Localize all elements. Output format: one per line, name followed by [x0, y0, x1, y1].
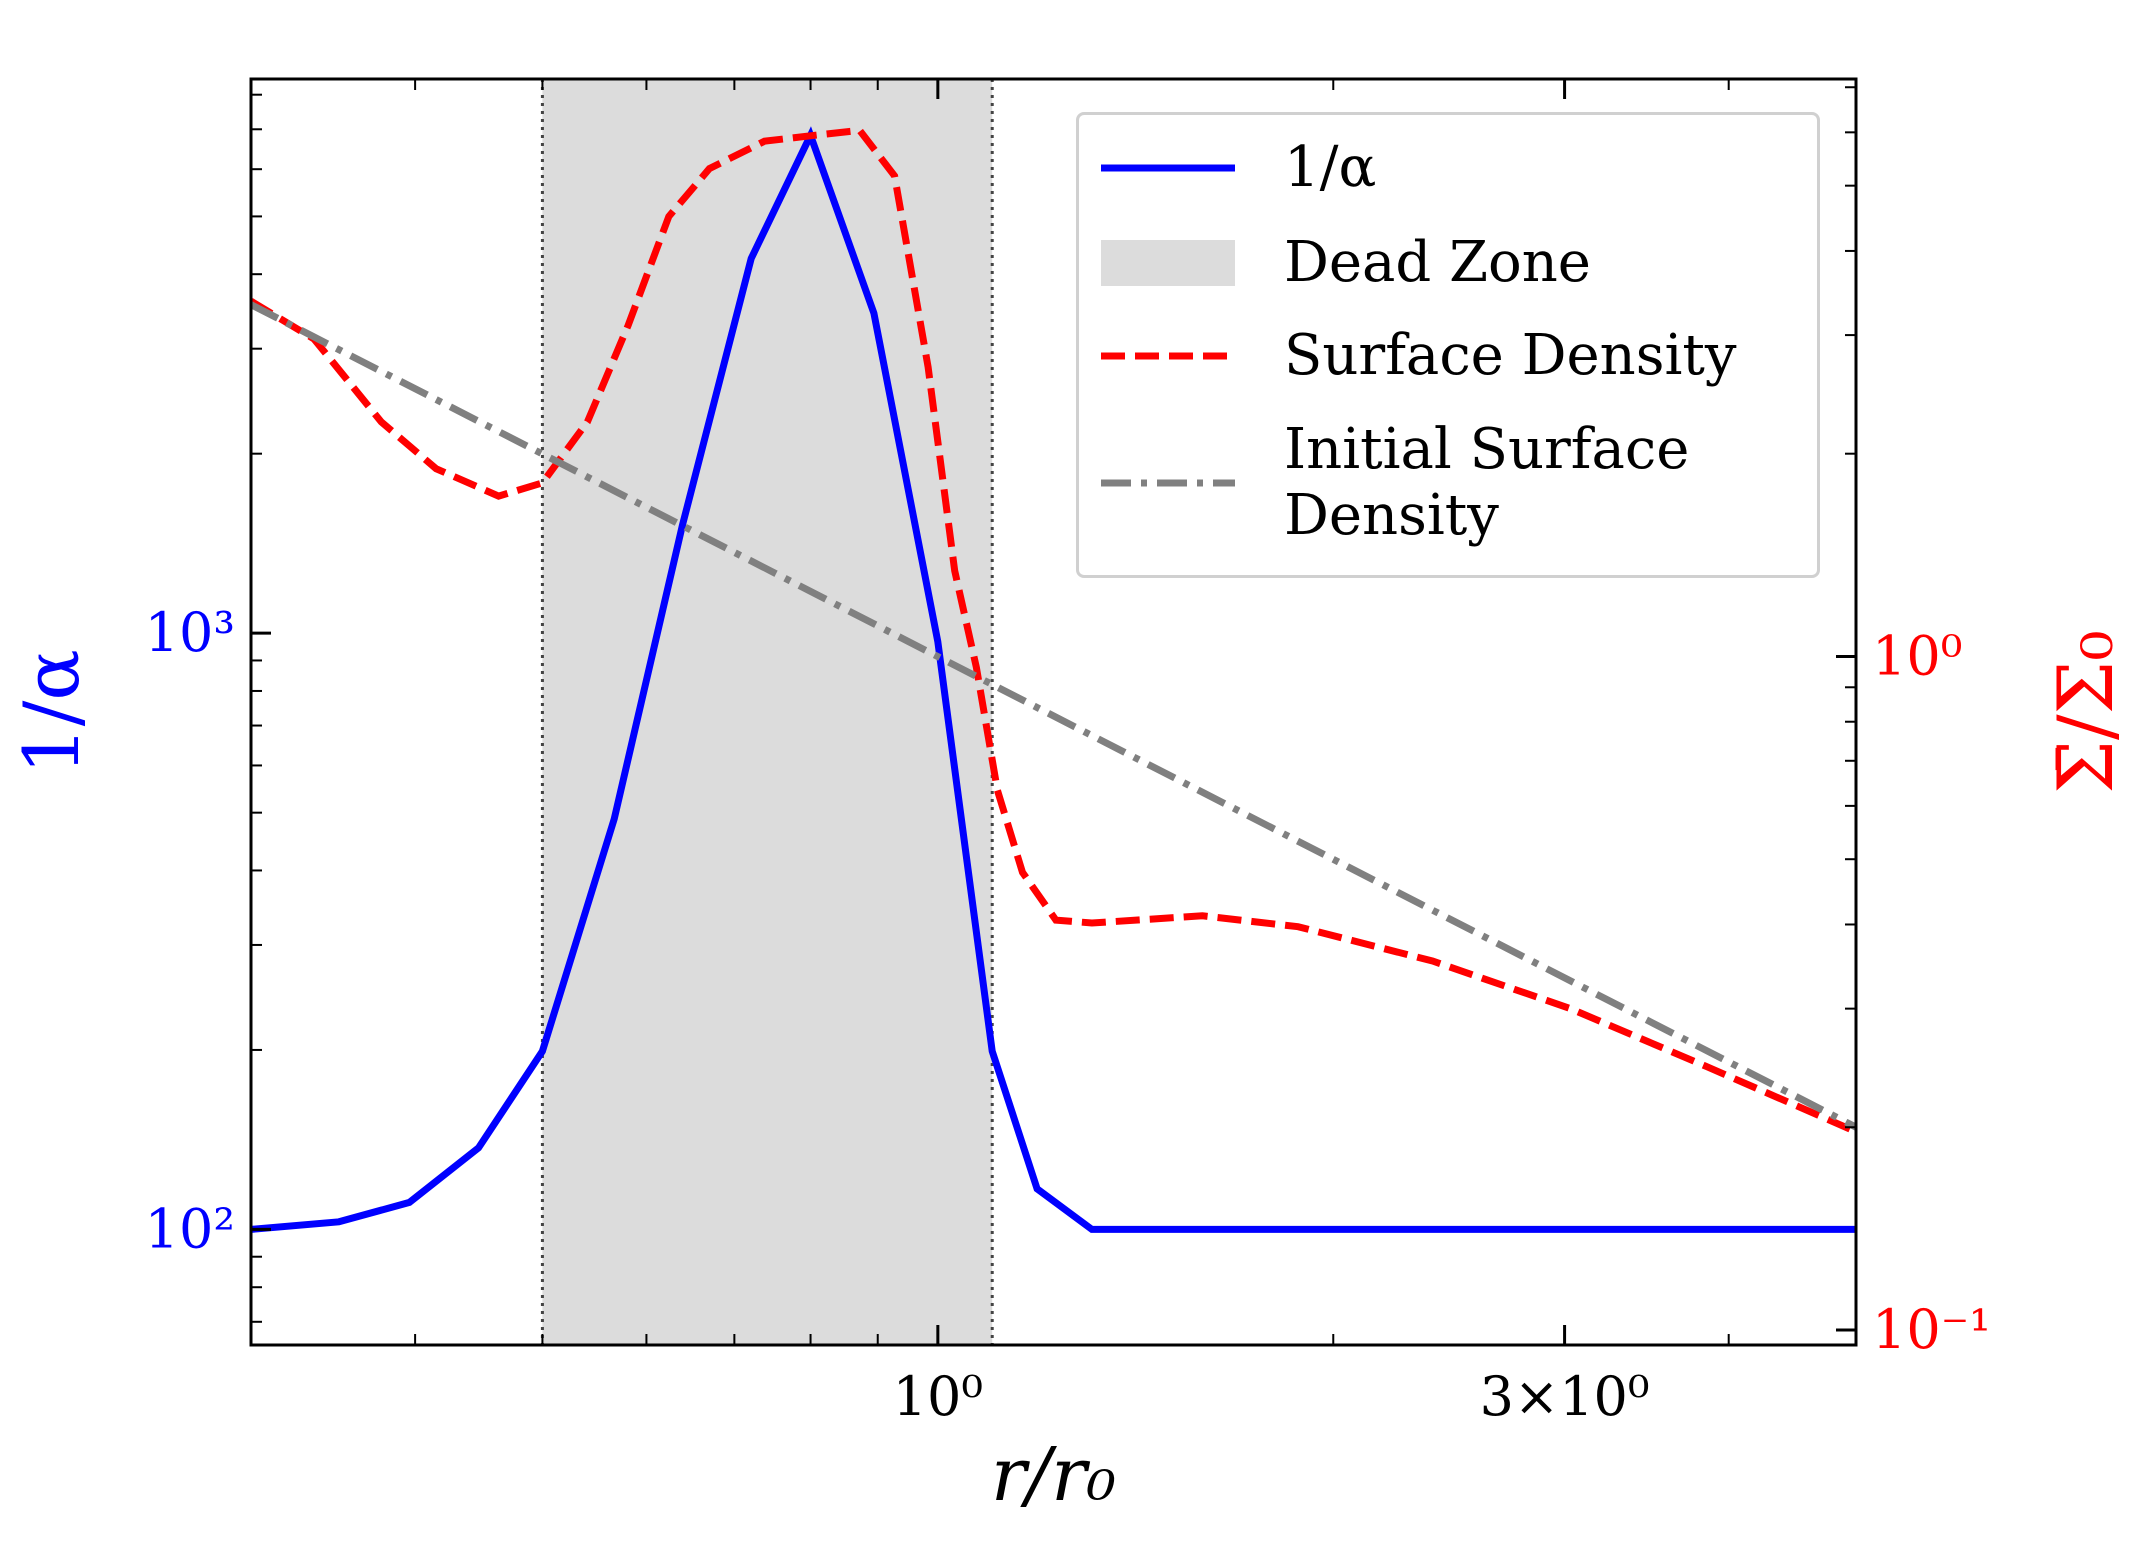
legend-label: Initial Surface Density — [1284, 417, 1690, 548]
plot-frame — [249, 77, 1858, 1347]
legend-entry: Dead Zone — [1079, 230, 1817, 370]
x-tick-label: 10⁰ — [893, 1365, 983, 1428]
legend-entry: 1/α — [1079, 135, 1817, 275]
series-line — [251, 126, 1856, 1233]
x-axis-label: r/r₀ — [991, 1432, 1116, 1518]
x-tick-label: 3×10⁰ — [1480, 1365, 1650, 1428]
dead-zone — [542, 79, 993, 1345]
y-tick-label: 10² — [145, 1197, 235, 1260]
y-tick-label: 10³ — [145, 601, 235, 664]
y2-tick-label: 10⁻¹ — [1872, 1298, 1991, 1361]
legend-entry: Initial Surface Density — [1079, 417, 1817, 557]
legend-label: Surface Density — [1284, 323, 1737, 388]
legend: 1/α Dead Zone Surface Density Initial Surfa… — [1076, 112, 1820, 578]
legend-label: 1/α — [1284, 135, 1377, 200]
y2-axis-label: Σ̄/Σ₀ — [2041, 630, 2130, 794]
legend-label: Dead Zone — [1284, 230, 1591, 295]
y-axis-label: 1/α — [7, 649, 96, 774]
legend-handle — [1101, 164, 1235, 172]
legend-handle — [1101, 352, 1235, 360]
legend-handle — [1101, 479, 1235, 487]
y2-tick-label: 10⁰ — [1872, 624, 1962, 687]
legend-entry: Surface Density — [1079, 323, 1817, 463]
legend-swatch — [1101, 240, 1235, 286]
series-line — [251, 301, 1856, 1131]
series-line — [251, 126, 1856, 1135]
